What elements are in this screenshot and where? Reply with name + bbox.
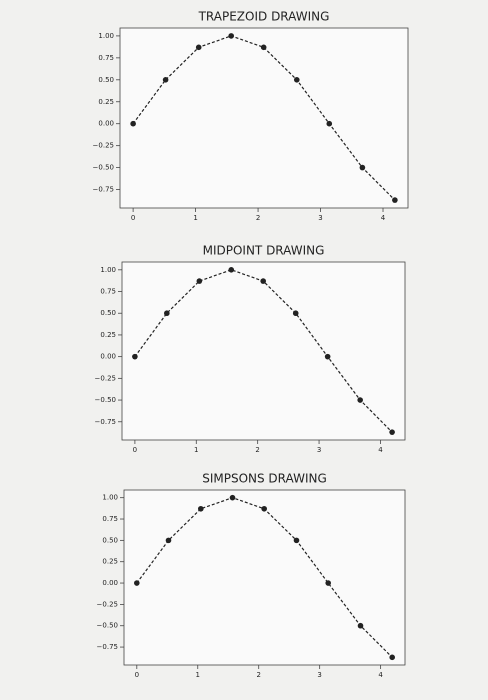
- data-point: [359, 164, 366, 171]
- x-tick-label: 2: [255, 446, 259, 454]
- data-point: [357, 622, 364, 629]
- y-tick-label: −0.75: [93, 186, 114, 194]
- y-tick-label: −0.25: [93, 142, 114, 150]
- y-tick-label: −0.75: [95, 418, 116, 426]
- data-point: [229, 494, 236, 501]
- y-tick-label: −0.50: [97, 622, 118, 630]
- y-tick-label: 0.00: [98, 120, 114, 128]
- plot-area: [121, 261, 406, 441]
- data-point: [324, 353, 331, 360]
- x-tick-label: 4: [381, 214, 386, 222]
- y-tick-label: 1.00: [102, 494, 118, 502]
- y-tick-label: −0.50: [95, 396, 116, 404]
- plot-area: [119, 27, 409, 209]
- chart-title: TRAPEZOID DRAWING: [198, 10, 330, 24]
- plot-area: [123, 489, 406, 666]
- data-point: [162, 77, 169, 83]
- y-tick-label: 0.75: [100, 288, 116, 296]
- data-point: [389, 429, 395, 435]
- x-tick-label: 4: [378, 671, 383, 679]
- data-point: [293, 77, 300, 83]
- x-tick-label: 3: [317, 671, 321, 679]
- data-point: [130, 120, 136, 127]
- x-tick-label: 2: [256, 671, 260, 679]
- data-point: [261, 505, 267, 512]
- y-tick-label: 0.50: [98, 76, 114, 84]
- data-point: [392, 197, 398, 203]
- data-point: [389, 654, 395, 661]
- chart-title: SIMPSONS DRAWING: [202, 472, 327, 486]
- y-tick-label: 0.50: [100, 309, 116, 317]
- data-point: [198, 505, 204, 512]
- data-point: [357, 397, 363, 403]
- data-line: [132, 35, 396, 201]
- data-point: [228, 33, 235, 39]
- y-tick-label: 0.25: [98, 98, 114, 106]
- data-point: [326, 120, 333, 127]
- y-tick-label: 0.75: [102, 515, 118, 523]
- y-tick-label: 1.00: [100, 266, 116, 274]
- y-tick-label: −0.50: [93, 164, 114, 172]
- y-tick-label: 0.00: [102, 579, 118, 587]
- y-tick-label: −0.25: [95, 374, 116, 382]
- x-tick-label: 2: [256, 214, 260, 222]
- x-tick-label: 1: [193, 214, 197, 222]
- y-tick-label: 0.25: [102, 558, 118, 566]
- x-tick-label: 0: [135, 671, 139, 679]
- x-tick-label: 1: [196, 671, 200, 679]
- x-tick-label: 3: [318, 214, 322, 222]
- y-tick-label: 0.50: [102, 536, 118, 544]
- y-tick-label: −0.75: [97, 643, 118, 651]
- x-tick-label: 1: [194, 446, 198, 454]
- chart-title: MIDPOINT DRAWING: [203, 244, 325, 258]
- x-tick-label: 4: [378, 446, 383, 454]
- y-tick-label: 0.75: [98, 54, 114, 62]
- data-point: [293, 537, 300, 544]
- x-tick-label: 0: [133, 446, 137, 454]
- data-point: [195, 44, 202, 51]
- data-point: [260, 44, 267, 51]
- data-point: [165, 537, 172, 544]
- data-point: [260, 278, 266, 284]
- data-point: [196, 278, 203, 284]
- data-point: [292, 310, 299, 317]
- data-point: [164, 310, 170, 317]
- data-point: [132, 353, 138, 360]
- x-tick-label: 0: [131, 214, 135, 222]
- y-tick-label: 0.00: [100, 353, 116, 361]
- data-point: [325, 580, 331, 586]
- y-tick-label: −0.25: [97, 600, 118, 608]
- y-tick-label: 1.00: [98, 32, 114, 40]
- data-point: [134, 580, 140, 586]
- x-tick-label: 3: [317, 446, 321, 454]
- y-tick-label: 0.25: [100, 331, 116, 339]
- data-point: [228, 267, 235, 273]
